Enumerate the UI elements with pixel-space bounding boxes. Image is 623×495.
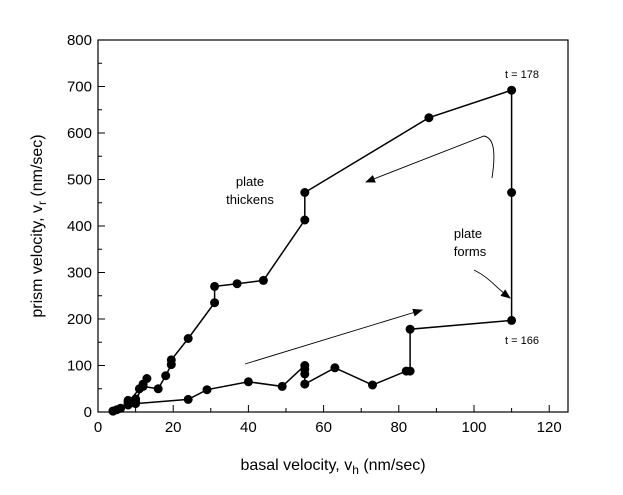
data-point <box>507 315 517 325</box>
data-point <box>232 279 242 289</box>
x-axis-ticks: 0 20 40 60 80 100 120 <box>94 405 562 436</box>
y-axis-title-main: prism velocity, v <box>29 205 46 318</box>
data-point <box>300 361 310 370</box>
annotation-plate-forms-line2: forms <box>454 244 487 259</box>
data-point <box>166 355 176 365</box>
y-tick-label: 700 <box>67 79 92 96</box>
data-point <box>123 398 133 408</box>
y-tick-label: 200 <box>67 311 92 328</box>
y-axis-title-subscript: r <box>35 201 49 205</box>
data-point <box>142 374 152 383</box>
upper-curved-arrow <box>365 135 495 183</box>
annotation-plate-thickens-line1: plate <box>236 174 264 189</box>
data-point <box>258 275 268 285</box>
data-point <box>108 406 118 416</box>
data-point <box>424 113 434 123</box>
data-point <box>405 324 415 334</box>
x-axis-title-main: basal velocity, v <box>240 457 352 474</box>
x-tick-label: 80 <box>390 419 407 436</box>
x-axis-title: basal velocity, vh (nm/sec) <box>240 457 425 477</box>
data-point <box>131 397 141 407</box>
data-points <box>108 85 517 416</box>
y-axis-title-units: (nm/sec) <box>29 134 46 201</box>
x-axis-title-subscript: h <box>352 463 359 477</box>
y-axis-title: prism velocity, vr (nm/sec) <box>29 134 49 317</box>
data-point <box>330 363 340 373</box>
data-point <box>183 394 193 404</box>
y-tick-label: 500 <box>67 172 92 189</box>
y-tick-label: 100 <box>67 358 92 375</box>
data-point <box>153 384 163 394</box>
data-point <box>243 377 253 387</box>
data-point <box>300 188 310 197</box>
time-label-end: t = 178 <box>505 69 539 81</box>
x-tick-label: 40 <box>240 419 257 436</box>
y-tick-label: 0 <box>84 404 92 421</box>
data-point <box>183 334 193 343</box>
y-tick-label: 600 <box>67 125 92 142</box>
time-label-start: t = 166 <box>505 335 539 347</box>
data-point <box>134 384 144 394</box>
y-tick-label: 300 <box>67 265 92 282</box>
x-tick-label: 60 <box>315 419 332 436</box>
y-tick-label: 400 <box>67 218 92 235</box>
annotation-plate-thickens-line2: thickens <box>226 192 274 207</box>
lower-straight-arrow <box>244 308 423 365</box>
data-point <box>277 381 287 391</box>
data-point <box>507 188 517 197</box>
data-point <box>202 385 212 395</box>
plate-forms-pointer-arrow <box>473 269 511 299</box>
data-point <box>507 85 517 95</box>
x-axis-title-units: (nm/sec) <box>359 457 426 474</box>
data-point <box>300 379 310 389</box>
x-tick-label: 120 <box>537 419 562 436</box>
x-tick-label: 0 <box>94 419 102 436</box>
y-tick-label: 800 <box>67 32 92 49</box>
plot-frame <box>97 39 569 413</box>
x-tick-label: 20 <box>165 419 182 436</box>
annotation-plate-forms-line1: plate <box>454 226 482 241</box>
x-tick-label: 100 <box>461 419 486 436</box>
data-point <box>161 371 171 381</box>
data-point <box>368 380 377 390</box>
data-point <box>401 366 411 376</box>
y-axis-ticks: 0 100 200 300 400 500 600 700 800 <box>67 32 105 421</box>
data-point <box>300 215 310 225</box>
data-point <box>210 298 220 308</box>
data-point <box>210 281 220 291</box>
